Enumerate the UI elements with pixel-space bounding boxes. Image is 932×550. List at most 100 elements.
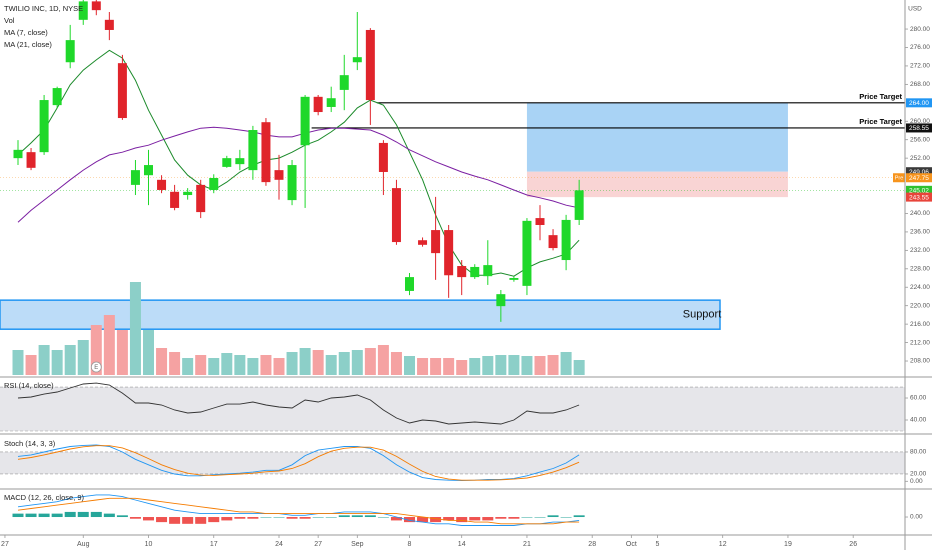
event-label: E bbox=[94, 365, 98, 371]
volume-bar bbox=[430, 358, 442, 375]
price-badge bbox=[906, 123, 932, 133]
x-tick-label: 8 bbox=[408, 541, 412, 548]
indicator-name: RSI (14, close) bbox=[4, 381, 54, 390]
candle-body bbox=[196, 184, 206, 213]
candle-body bbox=[13, 149, 23, 159]
volume-bar bbox=[12, 350, 24, 375]
histogram-bar bbox=[443, 517, 455, 521]
y-tick-label: 280.00 bbox=[910, 26, 930, 33]
indicator-name: MACD (12, 26, close, 9) bbox=[4, 493, 85, 502]
volume-bar bbox=[469, 358, 481, 375]
candle-body bbox=[261, 122, 271, 183]
currency-label: USD bbox=[908, 6, 922, 13]
x-tick-label: 27 bbox=[1, 541, 9, 548]
volume-bar bbox=[77, 340, 89, 375]
price-badge-label: 245.02 bbox=[909, 188, 929, 195]
x-tick-label: 24 bbox=[275, 541, 283, 548]
candle-body bbox=[91, 1, 101, 11]
y-tick-label: 208.00 bbox=[910, 358, 930, 365]
y-tick-label: 260.00 bbox=[910, 118, 930, 125]
candle-body bbox=[535, 218, 545, 226]
histogram-bar bbox=[338, 515, 350, 518]
histogram-bar bbox=[521, 517, 533, 518]
y-tick-label: 272.00 bbox=[910, 63, 930, 70]
y-tick-label: 236.00 bbox=[910, 229, 930, 236]
volume-bar bbox=[443, 358, 455, 375]
y-tick-label: 276.00 bbox=[910, 44, 930, 51]
candle-body bbox=[509, 278, 519, 280]
x-tick-label: 14 bbox=[458, 541, 466, 548]
volume-bar bbox=[25, 355, 37, 375]
histogram-bar bbox=[482, 517, 494, 521]
candle-body bbox=[457, 266, 467, 278]
volume-bar bbox=[38, 345, 50, 375]
volume-bar bbox=[325, 355, 337, 375]
histogram-bar bbox=[208, 517, 220, 523]
candle-body bbox=[39, 100, 49, 153]
volume-bar bbox=[221, 353, 233, 375]
candle-body bbox=[104, 19, 114, 30]
y-tick-label: 60.00 bbox=[910, 395, 927, 402]
histogram-bar bbox=[404, 517, 415, 523]
indicator-line bbox=[17, 445, 580, 481]
histogram-bar bbox=[195, 517, 207, 524]
histogram-bar bbox=[469, 517, 481, 521]
volume-bar bbox=[312, 350, 324, 375]
y-tick-label: 232.00 bbox=[910, 247, 930, 254]
volume-bar bbox=[143, 330, 154, 375]
y-tick-label: 256.00 bbox=[910, 136, 930, 143]
volume-bar bbox=[364, 348, 376, 375]
candle-body bbox=[235, 158, 245, 165]
histogram-bar bbox=[547, 515, 559, 518]
candle-body bbox=[144, 165, 153, 176]
histogram-bar bbox=[25, 513, 37, 518]
volume-bar bbox=[64, 345, 76, 375]
x-tick-label: 12 bbox=[719, 541, 727, 548]
candle-body bbox=[26, 152, 36, 168]
price-badge bbox=[906, 185, 932, 195]
candle-body bbox=[483, 265, 493, 277]
volume-bar bbox=[116, 330, 128, 375]
histogram-bar bbox=[456, 517, 468, 523]
histogram-bar bbox=[260, 517, 272, 518]
volume-bar bbox=[404, 356, 415, 375]
volume-bar bbox=[195, 355, 207, 375]
y-tick-label: 216.00 bbox=[910, 321, 930, 328]
support-label: Support bbox=[683, 309, 722, 321]
histogram-bar bbox=[234, 517, 246, 519]
candle-body bbox=[274, 170, 284, 180]
histogram-bar bbox=[273, 517, 285, 518]
candle-body bbox=[170, 191, 180, 208]
candle-body bbox=[418, 240, 428, 245]
candle-body bbox=[157, 179, 167, 190]
indicator-band bbox=[0, 451, 905, 474]
candle-body bbox=[470, 266, 480, 278]
volume-bar bbox=[182, 358, 194, 375]
x-tick-label: 27 bbox=[314, 541, 322, 548]
premarket-label: Pre bbox=[895, 176, 904, 182]
volume-bar bbox=[534, 356, 546, 375]
price-target-label: Price Target bbox=[859, 92, 902, 101]
indicator-line bbox=[17, 497, 580, 525]
price-target-label: Price Target bbox=[859, 117, 902, 126]
candle-body bbox=[65, 40, 75, 63]
x-tick-label: 10 bbox=[145, 541, 153, 548]
candle-body bbox=[444, 230, 454, 276]
background-layer bbox=[0, 102, 905, 475]
indicator-line bbox=[17, 382, 580, 425]
histogram-bar bbox=[299, 517, 311, 519]
y-tick-label: 20.00 bbox=[910, 471, 927, 478]
histogram-bar bbox=[156, 517, 168, 523]
candle-body bbox=[378, 142, 388, 172]
candle-body bbox=[391, 188, 401, 243]
volume-bar bbox=[456, 360, 468, 375]
volume-bar bbox=[299, 348, 311, 375]
volume-bar bbox=[129, 282, 141, 375]
volume-bar bbox=[234, 355, 246, 375]
histogram-bar bbox=[12, 513, 24, 518]
x-tick-label: Aug bbox=[77, 541, 90, 548]
candle-body bbox=[248, 130, 258, 171]
candle-body bbox=[78, 1, 88, 20]
histogram-bar bbox=[573, 515, 585, 518]
